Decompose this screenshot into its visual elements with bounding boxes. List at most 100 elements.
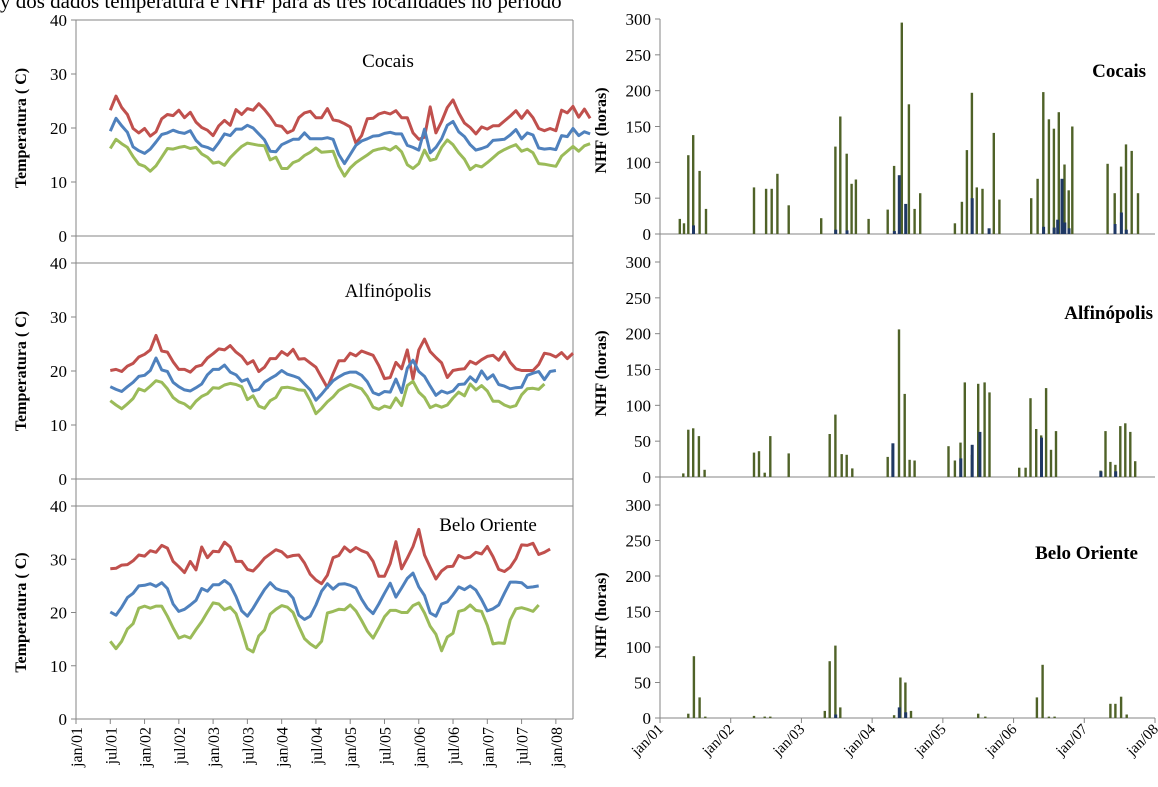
nhf-bar-nhf_a bbox=[1036, 178, 1039, 234]
nhf-bar-nhf_a bbox=[839, 707, 842, 718]
temp-series-max bbox=[110, 527, 551, 586]
nhf-bar-nhf_a bbox=[704, 208, 708, 234]
nhf-bar-nhf_a bbox=[1113, 193, 1116, 234]
nhf-y-tick-label: 50 bbox=[634, 674, 651, 693]
nhf-x-tick-label: jan/07 bbox=[1053, 721, 1092, 760]
nhf-y-tick-label: 200 bbox=[626, 82, 652, 101]
temp-x-tick-label: jan/01 bbox=[69, 727, 86, 768]
nhf-bar-nhf_b bbox=[970, 444, 974, 478]
nhf-bar-nhf_a bbox=[687, 155, 690, 234]
nhf-bar-nhf_a bbox=[909, 710, 913, 718]
temp-y-tick-label: 30 bbox=[50, 308, 67, 327]
nhf-bar-nhf_a bbox=[983, 382, 986, 477]
nhf-bar-nhf_a bbox=[1029, 398, 1032, 477]
nhf-bar-nhf_a bbox=[763, 716, 766, 718]
nhf-bar-nhf_a bbox=[752, 715, 756, 718]
nhf-y-axis-label: NHF (horas) bbox=[593, 330, 610, 416]
nhf-x-tick-label: jan/03 bbox=[770, 722, 809, 761]
nhf-bar-nhf_a bbox=[692, 135, 695, 234]
nhf-bar-nhf_a bbox=[682, 223, 686, 235]
nhf-bar-nhf_a bbox=[953, 223, 957, 235]
nhf-bar-nhf_a bbox=[834, 414, 837, 477]
temp-y-axis-label: Temperatura ( C) bbox=[13, 68, 30, 188]
nhf-bar-nhf_b bbox=[987, 228, 991, 234]
nhf-bar-nhf_a bbox=[1044, 388, 1048, 477]
nhf-bar-nhf_a bbox=[845, 454, 848, 477]
temp-x-tick-label: jul/03 bbox=[240, 727, 257, 765]
temp-x-tick-label: jan/06 bbox=[412, 727, 429, 768]
nhf-bar-nhf_b bbox=[1067, 228, 1071, 234]
nhf-bar-nhf_a bbox=[1130, 150, 1133, 234]
nhf-bar-nhf_a bbox=[1047, 119, 1051, 234]
temp-y-axis-label: Temperatura ( C) bbox=[13, 552, 30, 672]
nhf-bar-nhf_a bbox=[1124, 423, 1127, 478]
temp-y-tick-label: 10 bbox=[50, 173, 67, 192]
temp-y-tick-label: 10 bbox=[50, 657, 67, 676]
nhf-bar-nhf_a bbox=[963, 382, 966, 477]
temp-y-tick-label: 40 bbox=[50, 254, 67, 273]
nhf-bar-nhf_a bbox=[1035, 697, 1039, 718]
nhf-bar-nhf_a bbox=[1071, 126, 1074, 234]
temp-panel-title: Cocais bbox=[362, 51, 414, 72]
temp-series-min bbox=[109, 601, 540, 654]
nhf-bar-nhf_a bbox=[1063, 164, 1066, 234]
nhf-bar-nhf_a bbox=[769, 436, 772, 477]
temp-x-tick-label: jul/02 bbox=[172, 727, 189, 765]
nhf-bar-nhf_a bbox=[904, 682, 907, 718]
nhf-bar-nhf_a bbox=[1057, 112, 1060, 234]
nhf-bar-nhf_a bbox=[834, 645, 837, 718]
nhf-y-tick-label: 150 bbox=[626, 361, 652, 380]
temp-y-tick-label: 20 bbox=[50, 119, 67, 138]
nhf-bar-nhf_a bbox=[839, 116, 842, 234]
nhf-bar-nhf_b bbox=[1056, 219, 1060, 234]
nhf-bar-nhf_a bbox=[752, 187, 756, 234]
nhf-bar-nhf_a bbox=[840, 454, 843, 477]
nhf-bar-nhf_a bbox=[854, 179, 858, 234]
nhf-bar-nhf_a bbox=[1035, 429, 1038, 477]
temp-x-tick-label: jan/05 bbox=[343, 727, 360, 768]
nhf-bar-nhf_a bbox=[1124, 144, 1128, 234]
nhf-bar-nhf_b bbox=[1052, 227, 1056, 234]
nhf-bar-nhf_a bbox=[692, 656, 696, 718]
nhf-bar-nhf_a bbox=[828, 434, 831, 477]
nhf-bar-nhf_a bbox=[1136, 193, 1140, 234]
nhf-bar-nhf_a bbox=[1109, 461, 1112, 477]
nhf-bar-nhf_a bbox=[845, 153, 848, 234]
nhf-bar-nhf_b bbox=[1099, 471, 1103, 477]
nhf-bar-nhf_a bbox=[1119, 696, 1123, 718]
temp-series-mean bbox=[109, 356, 557, 402]
nhf-bar-nhf_a bbox=[892, 715, 896, 718]
nhf-bar-nhf_a bbox=[687, 713, 690, 718]
nhf-bar-nhf_a bbox=[698, 170, 701, 234]
temp-x-tick-label: jan/04 bbox=[275, 727, 292, 768]
nhf-panel-title: Alfinópolis bbox=[1064, 303, 1153, 324]
nhf-bar-nhf_a bbox=[1119, 426, 1122, 477]
nhf-x-tick-label: jan/08 bbox=[1123, 722, 1158, 761]
nhf-bar-nhf_a bbox=[1047, 716, 1051, 718]
nhf-bar-nhf_a bbox=[682, 473, 685, 477]
nhf-bar-nhf_a bbox=[1134, 461, 1137, 477]
nhf-bar-nhf_b bbox=[892, 231, 896, 234]
nhf-bar-nhf_b bbox=[1119, 212, 1123, 234]
nhf-bar-nhf_a bbox=[947, 446, 950, 477]
temp-y-tick-label: 0 bbox=[59, 470, 68, 489]
temp-x-tick-label: jan/02 bbox=[138, 727, 155, 768]
nhf-bar-nhf_a bbox=[687, 429, 690, 477]
temp-x-tick-label: jan/07 bbox=[480, 727, 497, 768]
temp-x-tick-label: jul/07 bbox=[515, 727, 532, 765]
nhf-bar-nhf_b bbox=[897, 175, 901, 234]
temp-series-min bbox=[109, 137, 591, 178]
nhf-y-tick-label: 0 bbox=[643, 709, 652, 728]
nhf-bar-nhf_b bbox=[959, 458, 963, 477]
nhf-x-tick-label: jan/06 bbox=[982, 721, 1021, 760]
nhf-bar-nhf_b bbox=[845, 230, 849, 234]
nhf-bar-nhf_a bbox=[1104, 431, 1107, 477]
nhf-bar-nhf_a bbox=[1049, 449, 1053, 477]
nhf-bar-nhf_a bbox=[763, 472, 766, 477]
nhf-bar-nhf_a bbox=[1052, 128, 1056, 234]
temp-x-tick-label: jan/03 bbox=[206, 727, 223, 768]
temp-panel-title: Alfinópolis bbox=[345, 281, 432, 302]
nhf-bar-nhf_a bbox=[1109, 703, 1112, 718]
temp-series-mean bbox=[109, 571, 539, 621]
